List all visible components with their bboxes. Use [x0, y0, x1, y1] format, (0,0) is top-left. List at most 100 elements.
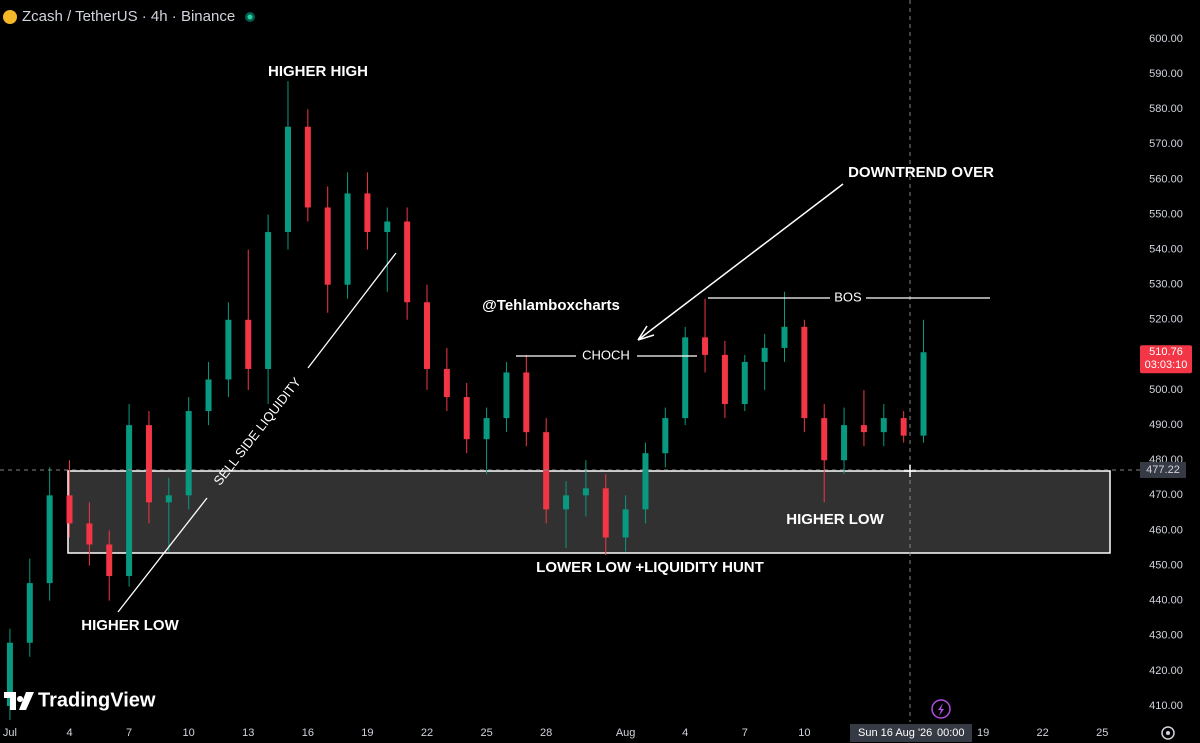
candle-body	[26, 583, 33, 643]
x-tick-label: 4	[682, 727, 688, 739]
status-dot	[247, 14, 253, 20]
trend-line	[117, 497, 208, 613]
settings-icon[interactable]	[1161, 726, 1175, 740]
annotation: HIGHER LOW	[786, 511, 884, 528]
crosshair-clock: 00:00	[937, 727, 965, 739]
candle-body	[702, 337, 709, 355]
candle-body	[165, 495, 172, 503]
y-tick-label: 440.00	[1149, 595, 1183, 607]
x-tick-label: 22	[1037, 727, 1049, 739]
candle-body	[185, 411, 192, 496]
candle-body	[126, 425, 133, 577]
candle-body	[582, 488, 589, 496]
last-price: 510.76	[1149, 346, 1183, 358]
x-tick-label: Aug	[616, 727, 636, 739]
demand-zone	[67, 470, 1111, 554]
logo-mark	[4, 692, 34, 710]
x-tick-label: 7	[742, 727, 748, 739]
candle-body	[563, 495, 570, 510]
candle-body	[6, 642, 13, 706]
crosshair-time: Sun 16 Aug '26	[858, 727, 932, 739]
annotation: DOWNTREND OVER	[848, 164, 994, 181]
settings-icon	[1166, 731, 1170, 735]
logo-text: TradingView	[38, 689, 156, 711]
candle-body	[344, 193, 351, 285]
x-tick-label: 16	[302, 727, 314, 739]
candle-body	[304, 126, 311, 208]
candle-body	[106, 544, 113, 577]
candle-body	[384, 221, 391, 233]
y-tick-label: 490.00	[1149, 419, 1183, 431]
annotation: LOWER LOW +LIQUIDITY HUNT	[536, 559, 764, 576]
trend-line	[307, 252, 397, 369]
x-tick-label: 7	[126, 727, 132, 739]
candle-body	[662, 418, 669, 454]
y-tick-label: 550.00	[1149, 208, 1183, 220]
last-price-box	[1140, 345, 1192, 374]
annotation: CHOCH	[582, 347, 630, 362]
x-tick-label: 10	[183, 727, 195, 739]
annotation: HIGHER LOW	[81, 617, 179, 634]
y-tick-label: 540.00	[1149, 244, 1183, 256]
candle-body	[443, 368, 450, 398]
candle-body	[900, 418, 907, 436]
lightning-icon	[938, 703, 944, 716]
arrow	[637, 183, 844, 341]
x-tick-label: Jul	[3, 727, 17, 739]
candle-body	[463, 397, 470, 440]
candle-body	[860, 425, 867, 433]
candle-body	[721, 354, 728, 405]
candle-body	[86, 523, 93, 545]
crosshair-price-box	[1140, 461, 1186, 478]
candle-body	[205, 379, 212, 412]
candle-body	[741, 361, 748, 405]
candle-body	[543, 432, 550, 510]
y-tick-label: 590.00	[1149, 68, 1183, 80]
candle-body	[424, 302, 431, 369]
x-tick-label: 13	[242, 727, 254, 739]
candle-body	[642, 453, 649, 510]
annotation: BOS	[834, 289, 862, 304]
candle-countdown: 03:03:10	[1145, 359, 1188, 371]
y-tick-label: 530.00	[1149, 279, 1183, 291]
candle-body	[245, 319, 252, 369]
crosshair-price: 477.22	[1146, 464, 1180, 476]
candle-body	[821, 418, 828, 461]
candle-body	[225, 319, 232, 380]
y-tick-label: 580.00	[1149, 103, 1183, 115]
y-tick-label: 420.00	[1149, 665, 1183, 677]
annotation: HIGHER HIGH	[268, 63, 368, 80]
crosshair-time-box	[850, 724, 972, 742]
candle-body	[682, 337, 689, 419]
candle-body	[324, 207, 331, 285]
candle-body	[364, 193, 371, 233]
candle-body	[404, 221, 411, 303]
x-tick-label: 25	[1096, 727, 1108, 739]
lightning-icon[interactable]	[931, 699, 951, 719]
candle-body	[483, 418, 490, 440]
y-tick-label: 410.00	[1149, 700, 1183, 712]
candle-body	[761, 347, 768, 362]
y-tick-label: 600.00	[1149, 33, 1183, 45]
candle-body	[920, 352, 927, 436]
y-tick-label: 500.00	[1149, 384, 1183, 396]
coin-icon	[3, 10, 17, 24]
y-tick-label: 450.00	[1149, 559, 1183, 571]
watermark-handle: @Tehlamboxcharts	[482, 297, 620, 314]
x-tick-label: 10	[798, 727, 810, 739]
x-tick-label: 19	[977, 727, 989, 739]
x-tick-label: 4	[66, 727, 72, 739]
y-tick-label: 570.00	[1149, 138, 1183, 150]
y-tick-label: 430.00	[1149, 630, 1183, 642]
candle-body	[841, 425, 848, 461]
y-tick-label: 560.00	[1149, 173, 1183, 185]
x-tick-label: 19	[361, 727, 373, 739]
candle-body	[880, 418, 887, 433]
x-tick-label: 25	[480, 727, 492, 739]
candle-body	[781, 326, 788, 348]
candle-body	[622, 509, 629, 538]
symbol-title[interactable]: Zcash / TetherUS · 4h · Binance	[22, 8, 235, 25]
candle-body	[284, 126, 291, 233]
